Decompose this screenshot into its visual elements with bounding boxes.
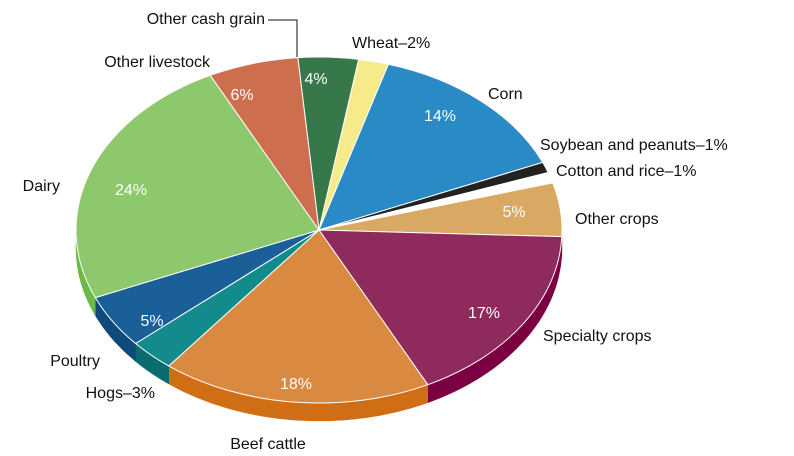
slice-name: Other cash grain (147, 11, 265, 28)
slice-name: Beef cattle (230, 436, 306, 453)
slice (318, 63, 544, 231)
slice (167, 229, 429, 404)
leader-line (268, 19, 298, 57)
value-label: 5% (140, 313, 163, 330)
slice-name: Specialty crops (543, 328, 652, 345)
slice (75, 74, 320, 299)
slice-name: Other crops (575, 211, 659, 228)
value-label: 4% (304, 71, 327, 88)
slice-name: Poultry (50, 353, 100, 370)
value-label: 24% (115, 182, 147, 199)
slice-name: Wheat–2% (352, 35, 430, 52)
slice-name: Other livestock (104, 54, 211, 71)
slice (318, 229, 563, 386)
slice-name: Corn (488, 86, 523, 103)
slice (209, 57, 320, 231)
value-label: 18% (280, 376, 312, 393)
slice-name: Hogs–3% (86, 385, 155, 402)
slice-name: Cotton and rice–1% (556, 163, 697, 180)
value-label: 5% (502, 204, 525, 221)
slice-name: Dairy (23, 178, 60, 195)
value-label: 6% (230, 87, 253, 104)
value-label: 17% (468, 305, 500, 322)
value-label: 14% (424, 108, 456, 125)
slice-name: Soybean and peanuts–1% (540, 137, 728, 154)
